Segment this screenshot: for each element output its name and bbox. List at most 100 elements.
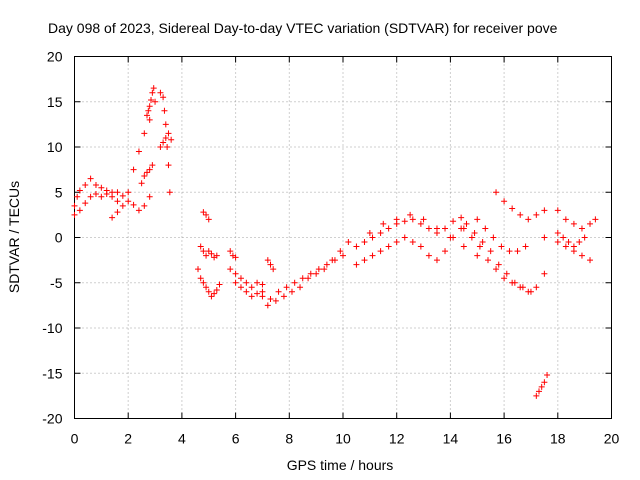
data-point-arc-z	[578, 252, 585, 259]
data-point-arc-p	[401, 234, 408, 241]
data-point-arc-s	[463, 220, 470, 227]
data-point-arc-q	[447, 234, 454, 241]
data-point-arc-b	[109, 193, 116, 200]
x-tick-label: 20	[604, 431, 620, 447]
data-point-arc-a	[87, 193, 94, 200]
data-point-arc-o	[458, 214, 465, 221]
y-axis-ticks: -20 -15 -10 -5 0 5 10 15 20	[42, 49, 612, 427]
x-tick-label: 14	[443, 431, 459, 447]
data-point-arc-a	[76, 207, 83, 214]
data-point-arc-s	[471, 229, 478, 236]
data-point-arc-k	[237, 284, 244, 291]
y-tick-label: -15	[42, 365, 62, 381]
data-point-arc-g	[197, 243, 204, 250]
data-point-arc-g	[205, 248, 212, 255]
data-point-arc-q	[407, 211, 414, 218]
data-point-arc-r	[484, 257, 491, 264]
data-point-spike-a	[150, 85, 157, 92]
data-point-arc-n	[337, 248, 344, 255]
data-point-arc-y	[576, 239, 583, 246]
data-point-arc-z	[570, 248, 577, 255]
data-point-arc-c	[114, 209, 121, 216]
data-point-spike-b	[161, 107, 168, 114]
data-point-arc-g	[200, 248, 207, 255]
data-point-arc-c	[135, 148, 142, 155]
data-point-spike-b	[166, 189, 173, 196]
data-point-arc-d	[141, 172, 148, 179]
data-point-arc-p	[361, 257, 368, 264]
data-point-arc-n	[297, 284, 304, 291]
data-point-arc-o	[353, 243, 360, 250]
data-point-arc-a	[125, 198, 132, 205]
data-point-arc-j	[248, 284, 255, 291]
y-tick-label: -20	[42, 411, 62, 427]
data-point-arc-g	[208, 250, 215, 257]
data-point-arc-p	[425, 252, 432, 259]
data-point-arc-m	[267, 296, 274, 303]
data-point-arc-b	[98, 184, 105, 191]
data-point-arc-n	[288, 288, 295, 295]
data-point-arc-c	[141, 130, 148, 137]
data-point-arc-t	[498, 243, 505, 250]
data-point-arc-a	[98, 193, 105, 200]
data-point-arc-l	[270, 266, 277, 273]
data-point-arc-n	[264, 302, 271, 309]
x-axis-ticks: 0 2 4 6 8 10 12 14 16 18 20	[71, 56, 620, 447]
data-points	[71, 85, 599, 399]
data-point-arc-d	[146, 166, 153, 173]
data-point-arc-k	[232, 279, 239, 286]
data-point-arc-s	[495, 261, 502, 268]
data-point-arc-h	[203, 284, 210, 291]
data-point-arc-t	[522, 243, 529, 250]
x-tick-label: 12	[389, 431, 405, 447]
data-point-arc-m	[299, 275, 306, 282]
data-point-arc-d	[143, 169, 150, 176]
data-point-arc-a	[82, 200, 89, 207]
data-point-arc-u	[501, 198, 508, 205]
data-point-arc-o	[425, 225, 432, 232]
data-point-arc-q	[420, 216, 427, 223]
data-point-arc-p	[353, 261, 360, 268]
data-point-arc-o	[385, 225, 392, 232]
data-point-arc-w	[541, 379, 548, 386]
data-point-arc-t	[514, 248, 521, 255]
data-point-arc-c	[130, 166, 137, 173]
data-point-arc-h	[205, 288, 212, 295]
data-point-arc-j	[259, 281, 266, 288]
data-point-arc-m	[307, 270, 314, 277]
data-point-spike-b	[157, 89, 164, 96]
data-point-arc-o	[409, 216, 416, 223]
data-point-spike-b	[162, 121, 169, 128]
x-tick-label: 2	[124, 431, 132, 447]
data-point-arc-b	[71, 202, 78, 209]
data-point-arc-c	[119, 202, 126, 209]
data-point-arc-i	[232, 254, 239, 261]
data-point-arc-w	[544, 372, 551, 379]
data-point-arc-l	[264, 257, 271, 264]
data-point-arc-s	[519, 284, 526, 291]
data-point-arc-k	[248, 293, 255, 300]
data-point-arc-m	[340, 252, 346, 259]
data-point-arc-x	[562, 216, 569, 223]
data-point-spike-a	[143, 112, 150, 119]
data-point-arc-q	[474, 252, 481, 259]
data-point-arc-p	[409, 239, 416, 246]
data-point-arc-z	[562, 243, 569, 250]
data-point-arc-a	[114, 189, 121, 196]
data-point-arc-l	[267, 261, 274, 268]
data-point-arc-o	[450, 218, 457, 225]
data-point-arc-u	[493, 189, 500, 196]
data-point-arc-b	[114, 198, 121, 205]
data-point-arc-h	[195, 266, 202, 273]
data-point-arc-m	[283, 284, 290, 291]
grid-lines	[74, 56, 612, 419]
data-point-arc-s	[479, 239, 486, 246]
data-point-arc-m	[291, 279, 298, 286]
y-tick-label: 15	[47, 94, 63, 110]
data-point-arc-y	[554, 229, 561, 236]
data-point-arc-h	[208, 293, 215, 300]
data-point-arc-j	[254, 279, 261, 286]
data-point-arc-j	[237, 275, 244, 282]
data-point-arc-i	[227, 248, 234, 255]
data-point-arc-j	[232, 270, 239, 277]
